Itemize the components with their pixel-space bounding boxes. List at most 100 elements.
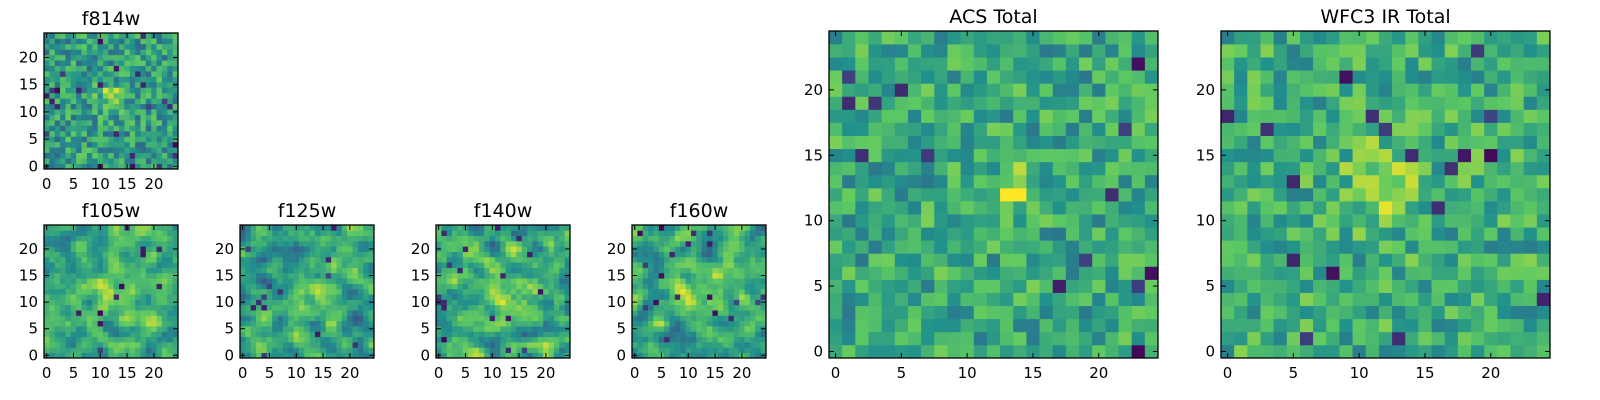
heatmap-cell [1131, 161, 1146, 176]
heatmap-cell [642, 347, 649, 354]
heatmap-cell [680, 331, 686, 338]
heatmap-cell [829, 187, 843, 202]
heatmap-cell [119, 92, 125, 99]
heatmap-cell [947, 109, 961, 123]
heatmap-cell [357, 288, 364, 295]
heatmap-cell [102, 347, 109, 354]
heatmap-cell [151, 54, 157, 61]
heatmap-cell [156, 267, 163, 274]
heatmap-cell [54, 262, 61, 268]
heatmap-cell [135, 109, 141, 115]
heatmap-cell [1247, 187, 1261, 202]
heatmap-cell [266, 246, 273, 252]
heatmap-cell [277, 310, 284, 316]
heatmap-cell [108, 251, 115, 258]
heatmap-cell [1418, 279, 1432, 293]
heatmap-cell [680, 347, 686, 354]
heatmap-cell [632, 256, 638, 263]
heatmap-cell [368, 278, 375, 284]
heatmap-cell [1484, 201, 1498, 215]
heatmap-cell [298, 336, 305, 343]
heatmap-cell [1418, 96, 1432, 110]
heatmap-cell [701, 283, 708, 290]
heatmap-cell [986, 305, 1001, 320]
heatmap-cell [1065, 44, 1080, 58]
heatmap-cell [1026, 227, 1040, 241]
heatmap-cell [44, 49, 50, 56]
heatmap-cell [49, 65, 56, 72]
heatmap-cell [755, 267, 761, 274]
heatmap-cell [86, 225, 93, 231]
heatmap-cell [331, 235, 337, 242]
heatmap-cell [457, 347, 464, 354]
heatmap-cell [723, 235, 729, 242]
heatmap-cell [1299, 96, 1314, 110]
heatmap-cell [86, 71, 93, 77]
heatmap-cell [352, 299, 359, 306]
heatmap-cell [108, 65, 115, 72]
heatmap-cell [145, 230, 152, 236]
panel-title: f814w [82, 8, 141, 30]
heatmap-cell [505, 326, 512, 332]
heatmap-cell [1079, 57, 1093, 71]
heatmap-cell [97, 256, 104, 263]
heatmap-cell [701, 320, 708, 327]
heatmap-cell [1392, 266, 1406, 280]
heatmap-cell [102, 267, 109, 274]
heatmap-cell [1405, 318, 1419, 333]
heatmap-cell [293, 272, 300, 279]
heatmap-cell [973, 279, 988, 293]
heatmap-cell [1221, 292, 1235, 307]
axes-frame [43, 32, 179, 170]
heatmap-cell [1326, 83, 1340, 97]
heatmap-cell [70, 103, 77, 110]
heatmap-cell [1378, 305, 1393, 320]
heatmap-cell [76, 283, 82, 290]
heatmap-cell [921, 83, 935, 97]
heatmap-cell [1079, 214, 1093, 228]
heatmap-cell [559, 299, 565, 306]
heatmap-cell [81, 49, 88, 56]
heatmap-cell [70, 147, 77, 154]
heatmap-cell [129, 288, 136, 295]
heatmap-cell [986, 318, 1001, 333]
heatmap-cell [357, 352, 364, 359]
heatmap-cell [54, 225, 61, 231]
heatmap-cell [341, 230, 348, 236]
heatmap-cell [537, 240, 544, 247]
heatmap-cell [690, 304, 697, 311]
heatmap-cell [669, 342, 676, 348]
heatmap-cell [1131, 57, 1146, 71]
heatmap-cell [102, 49, 109, 56]
heatmap-cell [642, 315, 649, 322]
heatmap-cell [60, 76, 66, 83]
heatmap-cell [309, 294, 316, 300]
heatmap-cell [1039, 279, 1054, 293]
heatmap-cell [707, 315, 713, 322]
heatmap-cell [1092, 292, 1106, 307]
heatmap-cell [489, 347, 496, 354]
heatmap-cell [145, 225, 152, 231]
heatmap-cell [744, 310, 751, 316]
heatmap-cell [102, 246, 109, 252]
y-tick-label: 5 [616, 320, 626, 338]
heatmap-cell [49, 240, 56, 247]
heatmap-cell [760, 336, 767, 343]
heatmap-cell [352, 294, 359, 300]
heatmap-cell [261, 278, 268, 284]
heatmap-cell [548, 320, 555, 327]
heatmap-cell [325, 352, 332, 359]
heatmap-cell [1144, 109, 1159, 123]
heatmap-cell [325, 283, 332, 290]
heatmap-cell [1105, 201, 1119, 215]
heatmap-cell [537, 310, 544, 316]
heatmap-cell [151, 43, 157, 50]
heatmap-cell [70, 87, 77, 94]
heatmap-cell [277, 225, 284, 231]
heatmap-cell [172, 342, 179, 348]
heatmap-cell [986, 187, 1001, 202]
heatmap-cell [172, 125, 179, 132]
heatmap-cell [151, 158, 157, 164]
heatmap-cell [842, 161, 856, 176]
